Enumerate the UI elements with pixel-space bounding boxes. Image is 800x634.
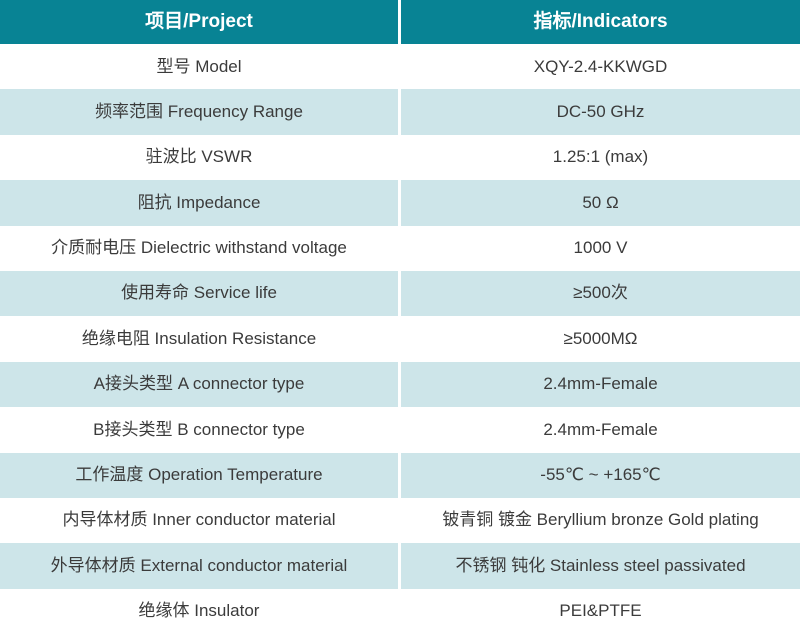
project-cell: 介质耐电压 Dielectric withstand voltage bbox=[51, 238, 347, 258]
table-body: 型号 Model XQY-2.4-KKWGD 频率范围 Frequency Ra… bbox=[0, 44, 800, 634]
indicator-cell: 1.25:1 (max) bbox=[398, 134, 800, 181]
indicator-cell: 2.4mm-Female bbox=[398, 407, 800, 453]
table-row: 外导体材质 External conductor material 不锈钢 钝化… bbox=[0, 543, 800, 589]
indicator-cell: -55℃ ~ +165℃ bbox=[398, 452, 800, 498]
indicator-cell: 50 Ω bbox=[398, 180, 800, 226]
table-row: 型号 Model XQY-2.4-KKWGD bbox=[0, 44, 800, 90]
indicator-cell: ≥500次 bbox=[398, 270, 800, 317]
indicator-cell: DC-50 GHz bbox=[398, 89, 800, 135]
project-cell: 驻波比 VSWR bbox=[145, 147, 253, 167]
table-header-row: 项目/Project 指标/Indicators bbox=[0, 0, 800, 44]
indicator-cell: 不锈钢 钝化 Stainless steel passivated bbox=[398, 543, 800, 589]
header-cell-indicator: 指标/Indicators bbox=[398, 0, 800, 44]
project-cell: 绝缘体 Insulator bbox=[138, 601, 260, 621]
project-cell: A接头类型 A connector type bbox=[93, 374, 305, 394]
header-cell-project: 项目/Project bbox=[145, 10, 253, 32]
project-cell: 绝缘电阻 Insulation Resistance bbox=[81, 328, 317, 348]
indicator-cell: 1000 V bbox=[398, 225, 800, 271]
indicator-cell: 2.4mm-Female bbox=[398, 361, 800, 408]
table-row: 内导体材质 Inner conductor material 铍青铜 镀金 Be… bbox=[0, 497, 800, 544]
table-row: B接头类型 B connector type 2.4mm-Female bbox=[0, 407, 800, 453]
project-cell: 频率范围 Frequency Range bbox=[95, 101, 303, 121]
project-cell: 内导体材质 Inner conductor material bbox=[62, 510, 336, 530]
table-row: A接头类型 A connector type 2.4mm-Female bbox=[0, 361, 800, 408]
project-cell: 使用寿命 Service life bbox=[121, 283, 277, 303]
project-cell: B接头类型 B connector type bbox=[93, 419, 305, 439]
table-row: 驻波比 VSWR 1.25:1 (max) bbox=[0, 134, 800, 181]
table-row: 工作温度 Operation Temperature -55℃ ~ +165℃ bbox=[0, 452, 800, 498]
table-row: 频率范围 Frequency Range DC-50 GHz bbox=[0, 89, 800, 135]
table-row: 绝缘体 Insulator PEI&PTFE bbox=[0, 588, 800, 634]
indicator-cell: 铍青铜 镀金 Beryllium bronze Gold plating bbox=[398, 497, 800, 544]
indicator-cell: ≥5000MΩ bbox=[398, 316, 800, 362]
project-cell: 外导体材质 External conductor material bbox=[50, 555, 348, 575]
table-row: 绝缘电阻 Insulation Resistance ≥5000MΩ bbox=[0, 316, 800, 362]
indicator-cell: PEI&PTFE bbox=[398, 588, 800, 634]
indicator-cell: XQY-2.4-KKWGD bbox=[398, 44, 800, 90]
project-cell: 工作温度 Operation Temperature bbox=[75, 465, 323, 485]
table-row: 阻抗 Impedance 50 Ω bbox=[0, 180, 800, 226]
table-row: 介质耐电压 Dielectric withstand voltage 1000 … bbox=[0, 225, 800, 271]
project-cell: 型号 Model bbox=[156, 56, 242, 76]
table-row: 使用寿命 Service life ≥500次 bbox=[0, 270, 800, 317]
project-cell: 阻抗 Impedance bbox=[137, 192, 261, 212]
